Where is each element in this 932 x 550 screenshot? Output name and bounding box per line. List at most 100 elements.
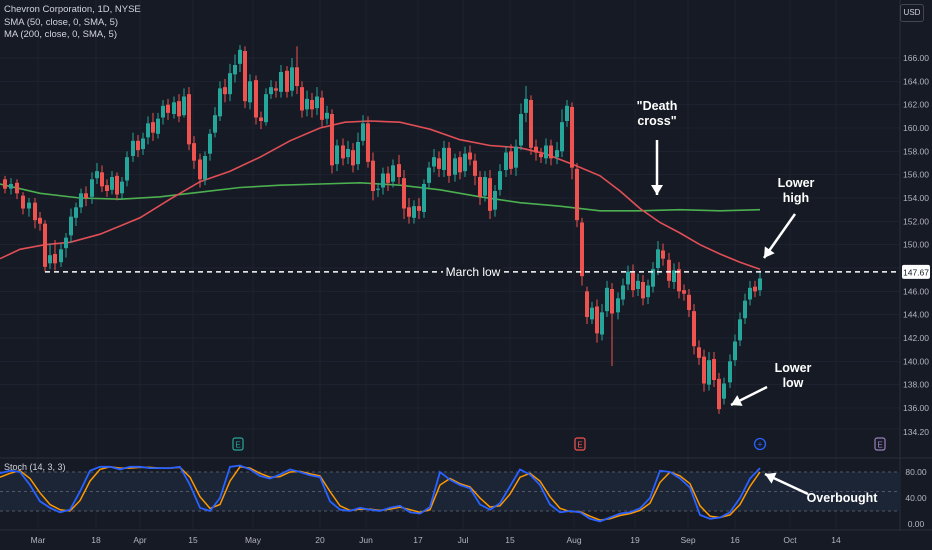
candle-body	[187, 94, 191, 145]
overbought-label: Overbought	[807, 491, 879, 505]
candle-body	[64, 237, 68, 249]
candle-body	[677, 269, 681, 292]
price-tick: 166.00	[903, 53, 929, 63]
lower-high-arrow-head	[764, 246, 775, 258]
candle-body	[218, 88, 222, 117]
price-tag	[902, 264, 930, 279]
candle-body	[213, 115, 217, 133]
lower-low-label: low	[783, 376, 804, 390]
candle-body	[570, 107, 574, 168]
stoch-tick: 0.00	[908, 519, 925, 529]
death-cross-label: "Death	[637, 99, 678, 113]
candle-body	[437, 158, 441, 169]
candle-body	[15, 182, 19, 194]
price-tick: 138.00	[903, 380, 929, 390]
price-tick: 162.00	[903, 100, 929, 110]
price-axis[interactable]: 166.00 164.00 162.00 160.00 158.00 156.00 154.…	[902, 53, 930, 437]
sma50-line	[0, 120, 761, 270]
candle-body	[585, 291, 589, 317]
candle-body	[9, 184, 13, 189]
stoch-pane: 80.00 40.00 0.00 Overbought	[0, 464, 927, 529]
candle-body	[529, 100, 533, 148]
candle-body	[432, 157, 436, 167]
candle-body	[616, 298, 620, 313]
candle-body	[748, 287, 752, 300]
candle-body	[738, 319, 742, 341]
candle-body	[473, 160, 477, 176]
candle-body	[228, 73, 232, 95]
candle-body	[682, 290, 686, 294]
candle-body	[458, 157, 462, 173]
candle-body	[53, 254, 57, 264]
candle-body	[269, 87, 273, 95]
candle-body	[600, 312, 604, 335]
candle-body	[274, 88, 278, 91]
earnings-marker-glyph: E	[877, 441, 882, 450]
candle-body	[524, 98, 528, 113]
candle-body	[115, 175, 119, 195]
candle-body	[264, 94, 268, 123]
candle-body	[565, 105, 569, 121]
candle-body	[712, 359, 716, 380]
march-low-label: March low	[446, 265, 501, 279]
price-tick: 142.00	[903, 333, 929, 343]
candle-body	[325, 112, 329, 119]
candle-body	[504, 152, 508, 170]
candle-body	[702, 356, 706, 384]
candle-body	[335, 145, 339, 165]
candle-body	[722, 383, 726, 399]
candle-body	[453, 158, 457, 175]
candle-body	[43, 223, 47, 267]
candle-body	[141, 138, 145, 149]
time-tick: 20	[315, 535, 325, 545]
candle-body	[544, 145, 548, 159]
candle-body	[422, 184, 426, 212]
time-tick: Aug	[566, 535, 581, 545]
candle-body	[238, 49, 242, 64]
candle-body	[371, 160, 375, 191]
time-tick: 14	[831, 535, 841, 545]
candle-body	[412, 206, 416, 218]
candle-body	[442, 147, 446, 170]
candle-body	[646, 285, 650, 298]
candle-body	[605, 287, 609, 312]
candle-body	[341, 145, 345, 159]
candle-body	[320, 97, 324, 120]
candle-body	[351, 150, 355, 166]
candle-body	[131, 140, 135, 156]
candle-body	[427, 167, 431, 183]
candle-body	[120, 181, 124, 194]
earnings-marker	[232, 437, 244, 451]
candle-body	[661, 250, 665, 259]
ma200-path	[0, 181, 761, 212]
candle-body	[381, 173, 385, 188]
candle-body	[478, 177, 482, 197]
time-tick: Jun	[359, 535, 373, 545]
time-tick: 16	[730, 535, 740, 545]
candle-body	[346, 149, 350, 158]
candle-body	[21, 195, 25, 209]
price-tick: 164.00	[903, 76, 929, 86]
time-tick: 19	[630, 535, 640, 545]
march-low-line: March low	[45, 263, 900, 280]
march-low-label-bg	[443, 263, 503, 280]
candle-body	[151, 122, 155, 133]
candle-body	[285, 70, 289, 92]
candle-body	[223, 87, 227, 95]
death-cross-arrow-head	[651, 185, 663, 195]
earnings-marker	[874, 437, 886, 451]
candle-body	[610, 289, 614, 314]
currency-button[interactable]: USD	[900, 4, 924, 22]
candle-body	[621, 285, 625, 300]
candle-body	[290, 67, 294, 91]
price-tick: 160.00	[903, 123, 929, 133]
candle-body	[203, 156, 207, 180]
candle-body	[79, 193, 83, 208]
candle-body	[514, 146, 518, 168]
earnings-markers: E E + E	[232, 437, 886, 451]
time-tick: Oct	[783, 535, 797, 545]
time-axis[interactable]: Mar 18 Apr 15 May 20 Jun 17 Jul 15 Aug 19 Sep 16 Oct 14	[0, 529, 932, 545]
candle-body	[555, 150, 559, 158]
